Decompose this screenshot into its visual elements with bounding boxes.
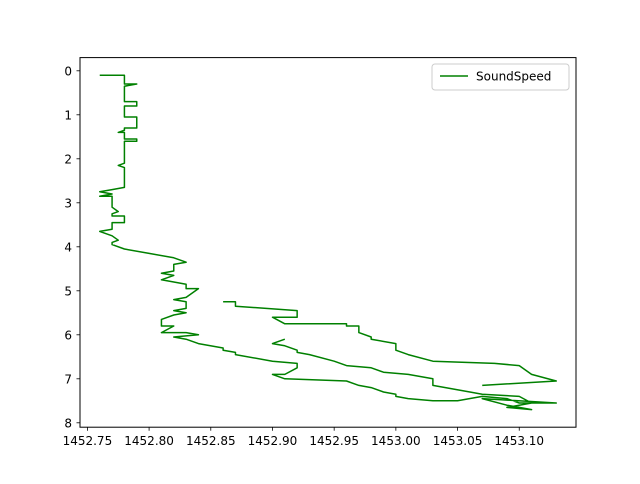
legend: SoundSpeed	[431, 63, 570, 91]
x-tick-label: 1452.95	[309, 434, 359, 448]
y-tick-label: 8	[64, 416, 72, 430]
x-tick-label: 1453.00	[371, 434, 421, 448]
x-tick-label: 1453.10	[494, 434, 544, 448]
y-axis: 0 1 2 3 4 5 6 7 8	[64, 64, 80, 430]
y-tick-label: 7	[64, 372, 72, 386]
y-tick-label: 1	[64, 108, 72, 122]
y-tick-label: 2	[64, 152, 72, 166]
y-tick-label: 3	[64, 196, 72, 210]
x-tick-label: 1452.80	[124, 434, 174, 448]
x-tick-label: 1453.05	[433, 434, 483, 448]
plot-layer	[98, 74, 558, 411]
y-tick-label: 6	[64, 328, 72, 342]
y-tick-label: 5	[64, 284, 72, 298]
y-tick-label: 4	[64, 240, 72, 254]
x-tick-label: 1452.85	[186, 434, 236, 448]
x-tick-label: 1452.75	[63, 434, 113, 448]
legend-box	[431, 63, 570, 91]
x-axis: 1452.75 1452.80 1452.85 1452.90 1452.95 1453.…	[63, 427, 544, 448]
series-line-soundspeed-segment-1	[223, 301, 558, 387]
plot-frame	[79, 57, 577, 428]
y-tick-label: 0	[64, 64, 72, 78]
x-tick-label: 1452.90	[248, 434, 298, 448]
legend-label-soundspeed: SoundSpeed	[476, 70, 551, 84]
series-line-soundspeed	[98, 74, 558, 411]
